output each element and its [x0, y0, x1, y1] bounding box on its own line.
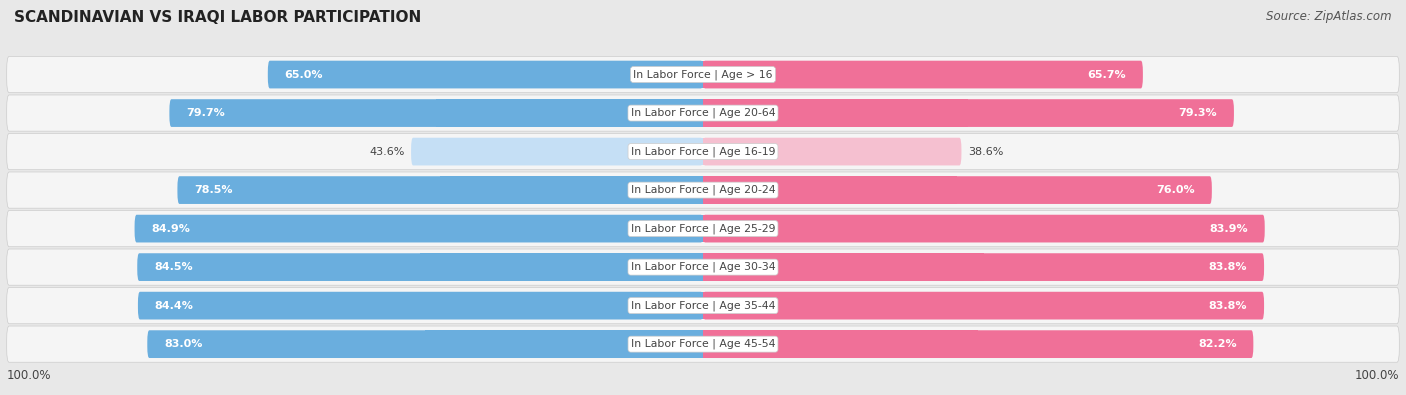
FancyBboxPatch shape: [7, 326, 1399, 362]
FancyBboxPatch shape: [177, 176, 703, 204]
Text: 78.5%: 78.5%: [194, 185, 232, 195]
FancyBboxPatch shape: [703, 330, 979, 358]
Text: 79.3%: 79.3%: [1178, 108, 1218, 118]
FancyBboxPatch shape: [411, 138, 703, 166]
FancyBboxPatch shape: [703, 176, 1212, 204]
FancyBboxPatch shape: [703, 215, 984, 243]
Text: 65.0%: 65.0%: [284, 70, 323, 79]
FancyBboxPatch shape: [557, 138, 703, 166]
Text: In Labor Force | Age 35-44: In Labor Force | Age 35-44: [631, 300, 775, 311]
Text: In Labor Force | Age 30-34: In Labor Force | Age 30-34: [631, 262, 775, 273]
FancyBboxPatch shape: [703, 292, 1264, 320]
FancyBboxPatch shape: [703, 330, 1253, 358]
FancyBboxPatch shape: [135, 215, 703, 243]
FancyBboxPatch shape: [440, 176, 703, 204]
Text: In Labor Force | Age 45-54: In Labor Force | Age 45-54: [631, 339, 775, 350]
Text: 83.8%: 83.8%: [1209, 301, 1247, 310]
FancyBboxPatch shape: [7, 288, 1399, 324]
Text: 100.0%: 100.0%: [7, 369, 51, 382]
Text: In Labor Force | Age > 16: In Labor Force | Age > 16: [633, 69, 773, 80]
Text: 84.4%: 84.4%: [155, 301, 194, 310]
FancyBboxPatch shape: [420, 292, 703, 320]
Text: 83.9%: 83.9%: [1209, 224, 1249, 233]
Text: In Labor Force | Age 20-24: In Labor Force | Age 20-24: [631, 185, 775, 196]
FancyBboxPatch shape: [703, 253, 984, 281]
FancyBboxPatch shape: [7, 211, 1399, 247]
Text: 43.6%: 43.6%: [368, 147, 405, 156]
FancyBboxPatch shape: [7, 249, 1399, 285]
Text: In Labor Force | Age 20-64: In Labor Force | Age 20-64: [631, 108, 775, 118]
FancyBboxPatch shape: [703, 99, 969, 127]
Text: 83.0%: 83.0%: [165, 339, 202, 349]
FancyBboxPatch shape: [703, 61, 1143, 88]
FancyBboxPatch shape: [7, 134, 1399, 170]
FancyBboxPatch shape: [436, 99, 703, 127]
FancyBboxPatch shape: [703, 176, 957, 204]
Text: 79.7%: 79.7%: [186, 108, 225, 118]
FancyBboxPatch shape: [703, 253, 1264, 281]
Text: 65.7%: 65.7%: [1087, 70, 1126, 79]
FancyBboxPatch shape: [703, 99, 1234, 127]
FancyBboxPatch shape: [169, 99, 703, 127]
FancyBboxPatch shape: [703, 292, 984, 320]
Text: 83.8%: 83.8%: [1209, 262, 1247, 272]
FancyBboxPatch shape: [703, 138, 962, 166]
FancyBboxPatch shape: [7, 95, 1399, 131]
Text: 84.9%: 84.9%: [152, 224, 190, 233]
FancyBboxPatch shape: [138, 292, 703, 320]
FancyBboxPatch shape: [267, 61, 703, 88]
Text: In Labor Force | Age 25-29: In Labor Force | Age 25-29: [631, 223, 775, 234]
Text: Source: ZipAtlas.com: Source: ZipAtlas.com: [1267, 10, 1392, 23]
Text: 100.0%: 100.0%: [1355, 369, 1399, 382]
Text: In Labor Force | Age 16-19: In Labor Force | Age 16-19: [631, 146, 775, 157]
FancyBboxPatch shape: [420, 253, 703, 281]
FancyBboxPatch shape: [7, 172, 1399, 208]
FancyBboxPatch shape: [138, 253, 703, 281]
FancyBboxPatch shape: [703, 138, 832, 166]
FancyBboxPatch shape: [703, 61, 922, 88]
FancyBboxPatch shape: [703, 215, 1265, 243]
FancyBboxPatch shape: [148, 330, 703, 358]
FancyBboxPatch shape: [419, 215, 703, 243]
Text: SCANDINAVIAN VS IRAQI LABOR PARTICIPATION: SCANDINAVIAN VS IRAQI LABOR PARTICIPATIO…: [14, 10, 422, 25]
Text: 82.2%: 82.2%: [1198, 339, 1237, 349]
Text: 76.0%: 76.0%: [1157, 185, 1195, 195]
FancyBboxPatch shape: [485, 61, 703, 88]
Text: 84.5%: 84.5%: [155, 262, 193, 272]
FancyBboxPatch shape: [7, 56, 1399, 93]
FancyBboxPatch shape: [425, 330, 703, 358]
Text: 38.6%: 38.6%: [969, 147, 1004, 156]
